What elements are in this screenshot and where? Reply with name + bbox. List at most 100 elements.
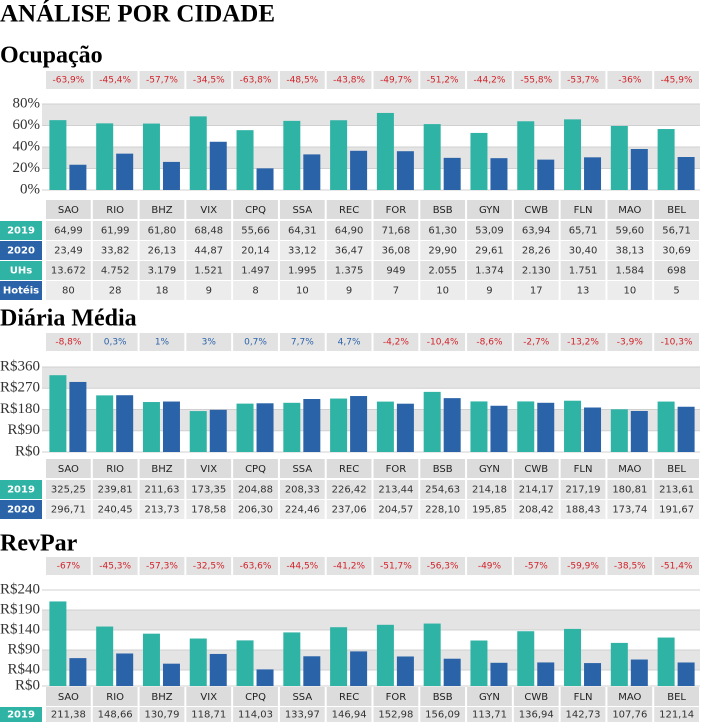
table-cell [139,241,185,260]
table-value: 13 [577,286,590,297]
table-cell [654,500,699,519]
table-cell [560,500,606,519]
table-value: 28 [109,286,122,297]
change-label: -44,2% [474,76,506,86]
bar [470,401,488,452]
bar [69,381,87,452]
table-value: 178,58 [191,505,226,516]
table-cell [92,707,138,722]
bar [423,124,441,190]
change-cell [513,71,559,89]
table-value: 1.521 [194,266,223,277]
table-value: 9 [486,286,492,297]
table-value: 68,48 [194,226,223,237]
x-tick-label: MAO [618,205,641,216]
category-cell [92,459,138,478]
bar [376,112,394,190]
change-label: -45,4% [99,76,131,86]
legend-label: Hotéis [3,285,39,297]
table-cell [279,707,325,722]
bar [96,395,114,452]
row-label-cell [0,500,42,519]
table-value: 191,67 [659,505,694,516]
table-cell [373,480,419,499]
y-tick-label: R$40 [7,661,40,677]
change-cell [373,557,419,575]
table-cell [46,261,91,280]
bar [303,154,321,190]
bar [236,403,254,452]
table-cell [654,480,699,499]
table-value: 64,99 [54,226,83,237]
table-value: 206,30 [238,505,273,516]
change-cell [420,557,466,575]
change-cell [92,71,138,89]
bar [209,141,227,190]
change-cell [46,71,91,89]
x-tick-label: MAO [618,464,641,475]
table-value: 130,79 [144,710,179,721]
table-cell [186,241,232,260]
change-label: 4,7% [338,338,361,348]
y-tick-label: R$90 [7,641,40,657]
table-cell [233,261,278,280]
table-value: 156,09 [425,710,460,721]
table-value: 4.752 [101,266,130,277]
table-cell [186,221,232,240]
bar [517,631,535,686]
x-tick-label: MAO [618,692,641,703]
table-value: 173,74 [612,505,647,516]
bar [350,396,368,452]
table-value: 61,99 [101,226,130,237]
change-label: -45,3% [99,562,131,572]
change-cell [46,557,91,575]
bar [537,159,555,190]
change-label: -51,7% [380,562,412,572]
bar [236,130,254,190]
table-cell [139,221,185,240]
table-value: 146,94 [332,710,367,721]
bar [443,398,461,452]
table-cell [607,707,653,722]
table-cell [186,500,232,519]
table-value: 61,80 [148,226,177,237]
table-cell [279,480,325,499]
table-value: 1.374 [475,266,504,277]
bar [256,669,274,686]
table-cell [186,261,232,280]
table-cell [373,221,419,240]
change-label: -63,8% [240,76,272,86]
legend-label: UHs [10,266,32,277]
table-value: 17 [530,286,543,297]
change-cell [46,333,91,351]
x-tick-label: RIO [106,692,124,703]
category-cell [373,200,419,219]
table-cell [92,241,138,260]
table-cell [373,281,419,300]
change-cell [139,71,185,89]
bar [303,656,321,686]
table-value: 33,82 [101,246,130,257]
table-cell [46,281,91,300]
table-cell [233,707,278,722]
row-label-cell [0,281,42,300]
bar [236,640,254,686]
table-value: 53,09 [475,226,504,237]
change-cell [607,71,653,89]
table-value: 698 [667,266,686,277]
category-cell [326,200,372,219]
bar [209,653,227,686]
table-value: 213,44 [378,485,413,496]
table-value: 36,47 [335,246,364,257]
change-cell [326,333,372,351]
change-cell [326,71,372,89]
bar [303,399,321,452]
category-cell [420,200,466,219]
table-cell [139,281,185,300]
row-label-cell [0,241,42,260]
x-tick-label: CWB [524,205,548,216]
y-tick-label: R$270 [0,380,40,396]
bar [189,116,207,190]
category-cell [92,687,138,706]
grid-band [42,147,700,169]
